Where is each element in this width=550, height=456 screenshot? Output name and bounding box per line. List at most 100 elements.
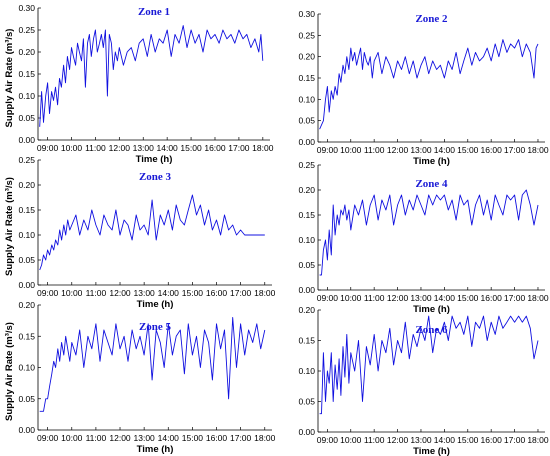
x-tick-label: 14:00	[434, 293, 456, 303]
series-line	[319, 39, 539, 130]
y-tick-label: 0.20	[18, 300, 35, 310]
y-tick-label: 0.10	[298, 366, 315, 376]
y-tick-label: 0.05	[298, 116, 315, 126]
x-tick-label: 13:00	[410, 435, 432, 445]
y-axis-title: Supply Air Rate (m³/s)	[4, 177, 15, 276]
y-tick-label: 0.10	[18, 363, 35, 373]
x-tick-label: 12:00	[109, 288, 131, 298]
chart-panel-zone-6: 0.00 0.05 0.10 0.15 0.20 09:00 10:00 11:00 12:00…	[298, 305, 548, 456]
x-axis-title: Time (h)	[136, 154, 173, 165]
series-line	[319, 189, 539, 276]
y-tick-label: 0.15	[298, 336, 315, 346]
chart-panel-zone-1: 0.00 0.05 0.10 0.15 0.20 0.25 0.30 09:00 10:00 11…	[4, 3, 274, 165]
y-tick-label: 0.15	[298, 210, 315, 220]
y-tick-label: 0.20	[298, 52, 315, 62]
y-tick-label: 0.25	[298, 160, 315, 170]
x-tick-label: 17:00	[504, 293, 526, 303]
y-tick-label: 0.00	[18, 135, 35, 145]
x-tick-label: 17:00	[504, 435, 526, 445]
y-tick-label: 0.00	[298, 427, 315, 437]
y-tick-label: 0.05	[298, 260, 315, 270]
x-tick-label: 14:00	[157, 143, 179, 153]
y-tick-label: 0.30	[298, 9, 315, 19]
x-tick-label: 11:00	[86, 433, 107, 443]
x-tick-label: 12:00	[109, 433, 131, 443]
series-line	[39, 25, 264, 127]
x-tick-label: 12:00	[387, 435, 409, 445]
chart-panel-zone-5: 0.00 0.05 0.10 0.15 0.20 09:00 10:00 11:00 12:00…	[4, 300, 276, 455]
x-tick-label: 18:00	[527, 145, 549, 155]
x-tick-label: 18:00	[252, 143, 274, 153]
panel-title: Zone 5	[139, 321, 172, 333]
x-axis-title: Time (h)	[137, 299, 174, 310]
x-tick-label: 09:00	[37, 288, 59, 298]
x-tick-label: 13:00	[134, 433, 156, 443]
panel-title: Zone 2	[415, 13, 448, 25]
y-tick-label: 0.00	[18, 280, 35, 290]
x-tick-label: 15:00	[182, 288, 204, 298]
x-tick-label: 10:00	[340, 435, 362, 445]
y-tick-label: 0.05	[18, 113, 35, 123]
y-tick-label: 0.00	[298, 285, 315, 295]
x-tick-label: 10:00	[61, 288, 83, 298]
x-tick-label: 15:00	[182, 433, 204, 443]
x-tick-label: 11:00	[364, 145, 385, 155]
x-axis-title: Time (h)	[413, 446, 450, 456]
x-tick-label: 15:00	[457, 435, 479, 445]
x-axis-title: Time (h)	[413, 304, 450, 315]
y-tick-label: 0.10	[18, 230, 35, 240]
y-tick-label: 0.10	[298, 235, 315, 245]
x-tick-label: 16:00	[481, 435, 503, 445]
x-tick-label: 17:00	[230, 433, 252, 443]
y-tick-label: 0.05	[18, 394, 35, 404]
y-tick-label: 0.25	[18, 25, 35, 35]
y-tick-label: 0.15	[298, 73, 315, 83]
chart-panel-zone-2: 0.00 0.05 0.10 0.15 0.20 0.25 0.30 09:00 10:00 11…	[298, 9, 548, 167]
x-tick-label: 17:00	[504, 145, 526, 155]
x-tick-label: 13:00	[410, 145, 432, 155]
x-tick-label: 16:00	[206, 433, 228, 443]
x-tick-label: 09:00	[317, 293, 339, 303]
x-tick-label: 14:00	[158, 433, 180, 443]
x-tick-label: 09:00	[317, 435, 339, 445]
panel-title: Zone 4	[415, 178, 448, 190]
x-tick-label: 16:00	[206, 288, 228, 298]
y-tick-label: 0.15	[18, 205, 35, 215]
x-tick-label: 18:00	[527, 435, 549, 445]
x-tick-label: 11:00	[364, 293, 385, 303]
x-tick-label: 10:00	[61, 433, 83, 443]
x-tick-label: 11:00	[364, 435, 385, 445]
y-axis-title: Supply Air Rate (m³/s)	[4, 322, 15, 421]
y-axis-title: Supply Air Rate (m³/s)	[4, 29, 15, 128]
x-axis-title: Time (h)	[413, 156, 450, 167]
y-tick-label: 0.25	[18, 155, 35, 165]
y-tick-label: 0.15	[18, 331, 35, 341]
x-tick-label: 09:00	[37, 433, 59, 443]
y-tick-label: 0.25	[298, 30, 315, 40]
panel-title: Zone 1	[138, 6, 170, 18]
x-tick-label: 18:00	[527, 293, 549, 303]
series-line	[319, 315, 539, 415]
x-tick-label: 11:00	[85, 143, 106, 153]
x-tick-label: 16:00	[481, 145, 503, 155]
x-tick-label: 14:00	[434, 435, 456, 445]
x-tick-label: 13:00	[410, 293, 432, 303]
x-tick-label: 15:00	[180, 143, 202, 153]
y-tick-label: 0.00	[18, 425, 35, 435]
y-tick-label: 0.30	[18, 3, 35, 13]
x-tick-label: 17:00	[228, 143, 250, 153]
panel-title: Zone 3	[139, 171, 172, 183]
x-tick-label: 15:00	[457, 145, 479, 155]
x-tick-label: 12:00	[387, 293, 409, 303]
y-tick-label: 0.20	[18, 47, 35, 57]
x-tick-label: 09:00	[37, 143, 59, 153]
x-tick-label: 10:00	[340, 293, 362, 303]
x-tick-label: 14:00	[434, 145, 456, 155]
x-tick-label: 18:00	[254, 288, 276, 298]
x-tick-label: 17:00	[230, 288, 252, 298]
y-tick-label: 0.15	[18, 69, 35, 79]
y-tick-label: 0.10	[18, 91, 35, 101]
